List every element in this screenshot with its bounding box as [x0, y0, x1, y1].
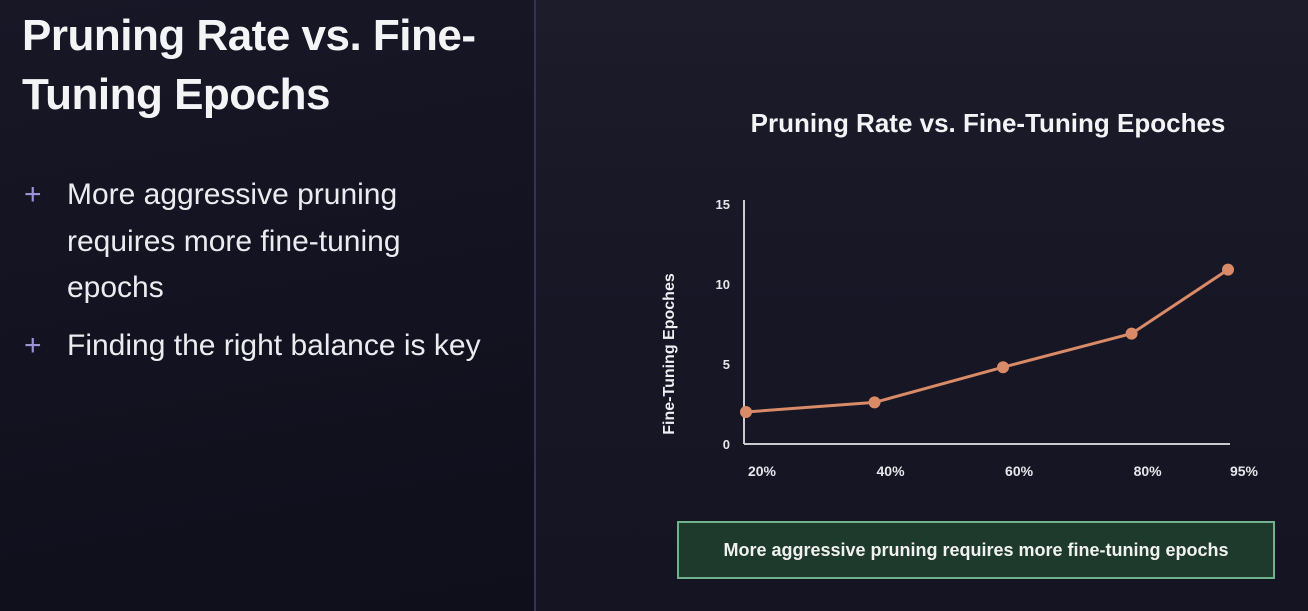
divider: [534, 0, 536, 611]
y-tick-label: 15: [716, 197, 730, 212]
callout-box: More aggressive pruning requires more fi…: [677, 521, 1275, 579]
x-tick-label: 60%: [1005, 463, 1034, 479]
bullet-text: More aggressive pruning requires more fi…: [67, 178, 401, 304]
y-axis-label: Fine-Tuning Epoches: [661, 273, 678, 435]
x-tick-label: 40%: [877, 463, 906, 479]
data-point: [868, 396, 881, 409]
bullet-item: + Finding the right balance is key: [24, 323, 504, 370]
y-tick-label: 0: [723, 437, 730, 452]
left-panel: Pruning Rate vs. Fine-Tuning Epochs + Mo…: [0, 0, 535, 611]
bullet-item: + More aggressive pruning requires more …: [24, 172, 504, 312]
data-point: [997, 361, 1010, 374]
y-tick-label: 5: [723, 357, 730, 372]
x-tick-label: 80%: [1134, 463, 1163, 479]
plus-icon: +: [24, 178, 42, 211]
y-tick-label: 10: [716, 277, 730, 292]
line-chart: 0 5 10 15 20% 40% 60% 80% 95% Fine-Tuning Epoches: [661, 197, 1259, 479]
x-tick-label: 95%: [1230, 463, 1259, 479]
x-tick-label: 20%: [748, 463, 777, 479]
slide-title: Pruning Rate vs. Fine-Tuning Epochs: [22, 11, 476, 119]
bullet-text: Finding the right balance is key: [67, 328, 481, 362]
series-line: [745, 268, 1229, 414]
right-panel: [536, 0, 1308, 611]
data-point: [1125, 327, 1138, 340]
data-point: [740, 406, 752, 418]
plus-icon: +: [24, 328, 42, 362]
data-point: [1222, 263, 1234, 276]
bullet-list: + More aggressive pruning requires more …: [24, 172, 504, 380]
chart-title: Pruning Rate vs. Fine-Tuning Epoches: [750, 108, 1226, 138]
